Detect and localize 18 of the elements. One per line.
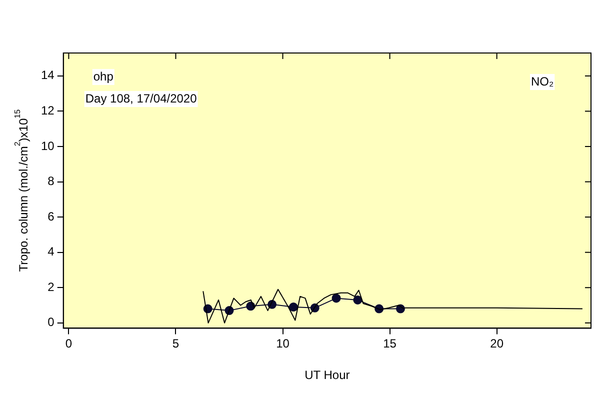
- y-tick-label: 6: [48, 209, 55, 224]
- x-tick-label: 20: [490, 336, 504, 351]
- x-tick-label: 5: [172, 336, 180, 351]
- y-tick-label: 8: [48, 174, 55, 188]
- x-tick-label: 10: [276, 336, 290, 351]
- y-axis-title: Tropo. column (mol./cm2)x1015: [13, 108, 30, 272]
- x-axis-title: UT Hour: [304, 368, 350, 382]
- y-tick-label: 12: [40, 104, 55, 118]
- x-tick-label: 15: [383, 336, 397, 351]
- annotation: Day 108, 17/04/2020: [85, 91, 198, 106]
- annotation: NO₂: [531, 74, 554, 88]
- y-tick-label: 14: [40, 68, 55, 82]
- y-tick-label: 2: [48, 280, 55, 294]
- annotation: ohp: [93, 69, 114, 84]
- y-tick-label: 4: [48, 244, 55, 259]
- y-tick-label: 0: [48, 315, 55, 330]
- x-tick-label: 0: [65, 336, 72, 351]
- y-tick-label: 10: [40, 138, 55, 153]
